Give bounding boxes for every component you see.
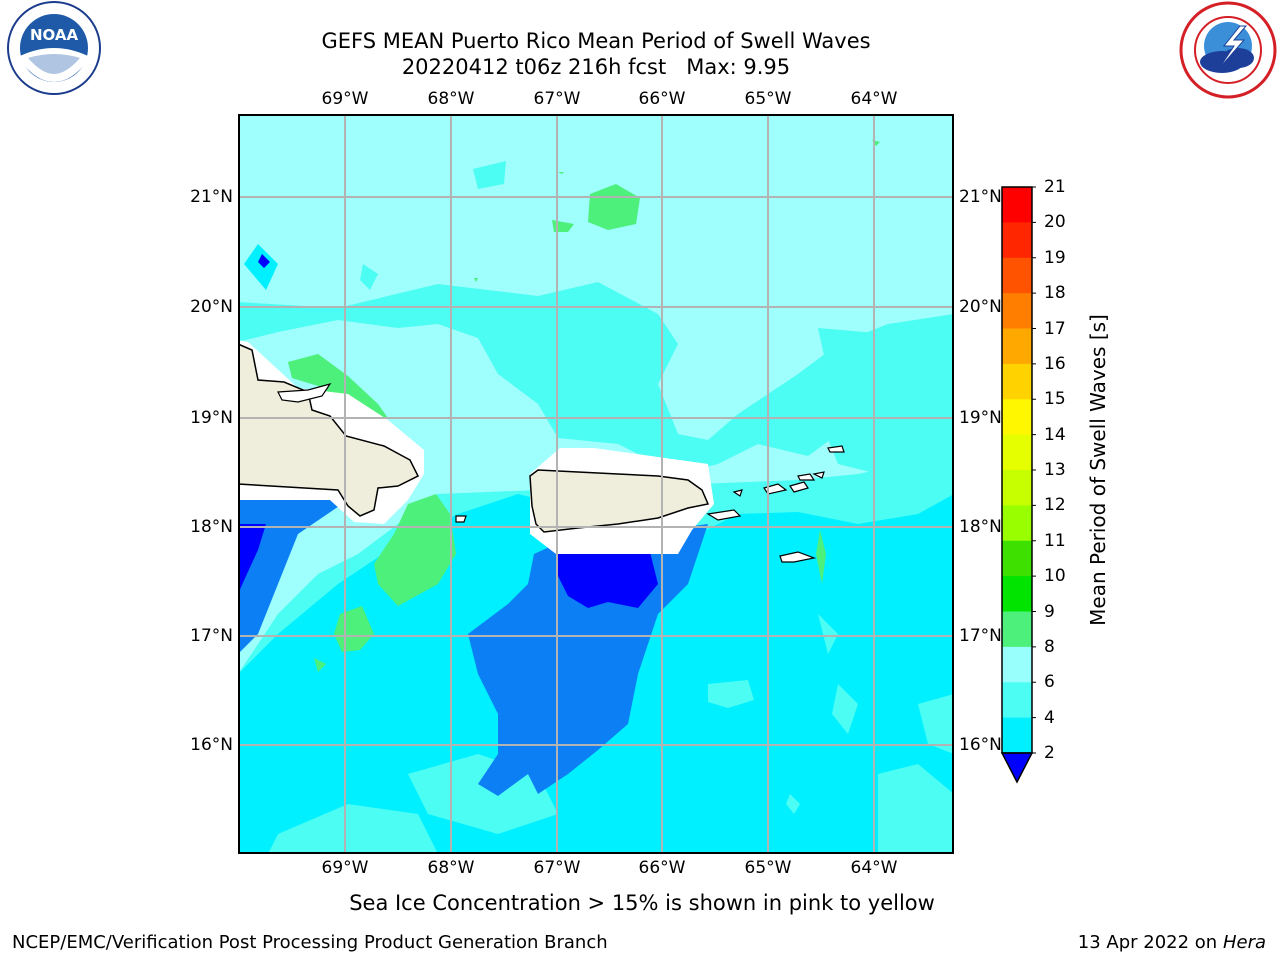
colorbar-tick-labels: 21 20 19 18 17 16 15 14 13 12 11 10 9 8 6 4 2 xyxy=(1044,177,1084,786)
colorbar-swatch xyxy=(1002,540,1032,577)
lon-label-top: 66°W xyxy=(638,89,686,109)
lat-label-left: 16°N xyxy=(190,735,233,755)
swell-period-map xyxy=(238,114,954,854)
colorbar-swatches xyxy=(1000,186,1036,784)
lon-label-top: 69°W xyxy=(321,89,369,109)
chart-subtitle: 20220412 t06z 216h fcst Max: 9.95 xyxy=(401,55,791,79)
colorbar-tick-label: 19 xyxy=(1044,247,1066,268)
colorbar-tick-label: 14 xyxy=(1044,424,1066,445)
colorbar-swatch xyxy=(1002,646,1032,683)
colorbar-swatch xyxy=(1002,187,1032,223)
map-panel xyxy=(238,114,954,854)
lat-label-left: 17°N xyxy=(190,626,233,646)
colorbar-tick-label: 16 xyxy=(1044,353,1066,374)
sea-ice-note: Sea Ice Concentration > 15% is shown in … xyxy=(349,891,935,915)
colorbar-tick-label: 15 xyxy=(1044,389,1066,410)
colorbar-swatch xyxy=(1002,434,1032,471)
colorbar-swatch xyxy=(1002,505,1032,542)
colorbar-tick-label: 11 xyxy=(1044,530,1066,551)
lat-label-left: 20°N xyxy=(190,297,233,317)
colorbar-label: Mean Period of Swell Waves [s] xyxy=(1086,314,1110,626)
colorbar-tick-label: 9 xyxy=(1044,601,1055,622)
noaa-logo-icon: NOAA xyxy=(6,0,102,96)
footer-host: Hera xyxy=(1222,932,1266,953)
footer-date-text: 13 Apr 2022 on xyxy=(1077,932,1223,953)
contour-6-8s-pockets xyxy=(268,614,954,854)
lat-label-right: 19°N xyxy=(959,408,1002,428)
hispaniola xyxy=(238,343,420,517)
nws-logo-icon xyxy=(1178,0,1278,100)
colorbar-tick-label: 17 xyxy=(1044,318,1066,339)
lat-label-left: 18°N xyxy=(190,517,233,537)
footer-branch: NCEP/EMC/Verification Post Processing Pr… xyxy=(12,932,608,953)
footer-date: 13 Apr 2022 on Hera xyxy=(1078,932,1266,953)
lat-label-left: 21°N xyxy=(190,187,233,207)
colorbar-swatch xyxy=(1002,576,1032,612)
lon-label-bottom: 67°W xyxy=(533,858,581,878)
lon-label-bottom: 68°W xyxy=(427,858,475,878)
graticule xyxy=(238,114,954,854)
colorbar-tick-label: 2 xyxy=(1044,743,1055,763)
colorbar-tick-label: 20 xyxy=(1044,212,1066,233)
lon-label-bottom: 64°W xyxy=(850,858,898,878)
colorbar-tick-label: 4 xyxy=(1044,707,1055,728)
lon-label-top: 65°W xyxy=(744,89,792,109)
lat-label-right: 20°N xyxy=(959,297,1002,317)
lat-label-right: 18°N xyxy=(959,517,1002,537)
map-frame xyxy=(238,114,954,854)
lon-label-top: 64°W xyxy=(850,89,898,109)
colorbar-swatch xyxy=(1002,257,1032,294)
colorbar-swatch xyxy=(1002,470,1032,506)
colorbar-tick-label: 13 xyxy=(1044,460,1066,480)
lon-label-top: 68°W xyxy=(427,89,475,109)
colorbar-tick-label: 10 xyxy=(1044,566,1066,587)
colorbar-tick-label: 18 xyxy=(1044,283,1066,304)
lat-label-right: 17°N xyxy=(959,626,1002,646)
chart-title: GEFS MEAN Puerto Rico Mean Period of Swe… xyxy=(321,29,871,53)
colorbar-swatch xyxy=(1002,328,1032,365)
colorbar-tick-label: 8 xyxy=(1044,636,1055,657)
colorbar-swatch xyxy=(1002,717,1032,754)
lon-label-bottom: 66°W xyxy=(638,858,686,878)
colorbar-swatch xyxy=(1002,399,1032,436)
colorbar-extend-arrow xyxy=(1000,752,1034,784)
colorbar-swatch xyxy=(1002,222,1032,259)
lon-label-top: 67°W xyxy=(533,89,581,109)
colorbar-tick-label: 21 xyxy=(1044,177,1066,197)
lat-label-right: 21°N xyxy=(959,187,1002,207)
colorbar xyxy=(1000,186,1036,786)
colorbar-swatch xyxy=(1002,293,1032,329)
lat-label-left: 19°N xyxy=(190,408,233,428)
colorbar-swatch xyxy=(1002,611,1032,648)
colorbar-swatch xyxy=(1002,682,1032,719)
lon-label-bottom: 69°W xyxy=(321,858,369,878)
lon-label-bottom: 65°W xyxy=(744,858,792,878)
colorbar-tick-label: 6 xyxy=(1044,672,1055,693)
noaa-logo-text: NOAA xyxy=(30,26,79,44)
lat-label-right: 16°N xyxy=(959,735,1002,755)
colorbar-tick-label: 12 xyxy=(1044,495,1066,516)
contour-below-2s xyxy=(238,254,658,608)
colorbar-swatch xyxy=(1002,363,1032,400)
